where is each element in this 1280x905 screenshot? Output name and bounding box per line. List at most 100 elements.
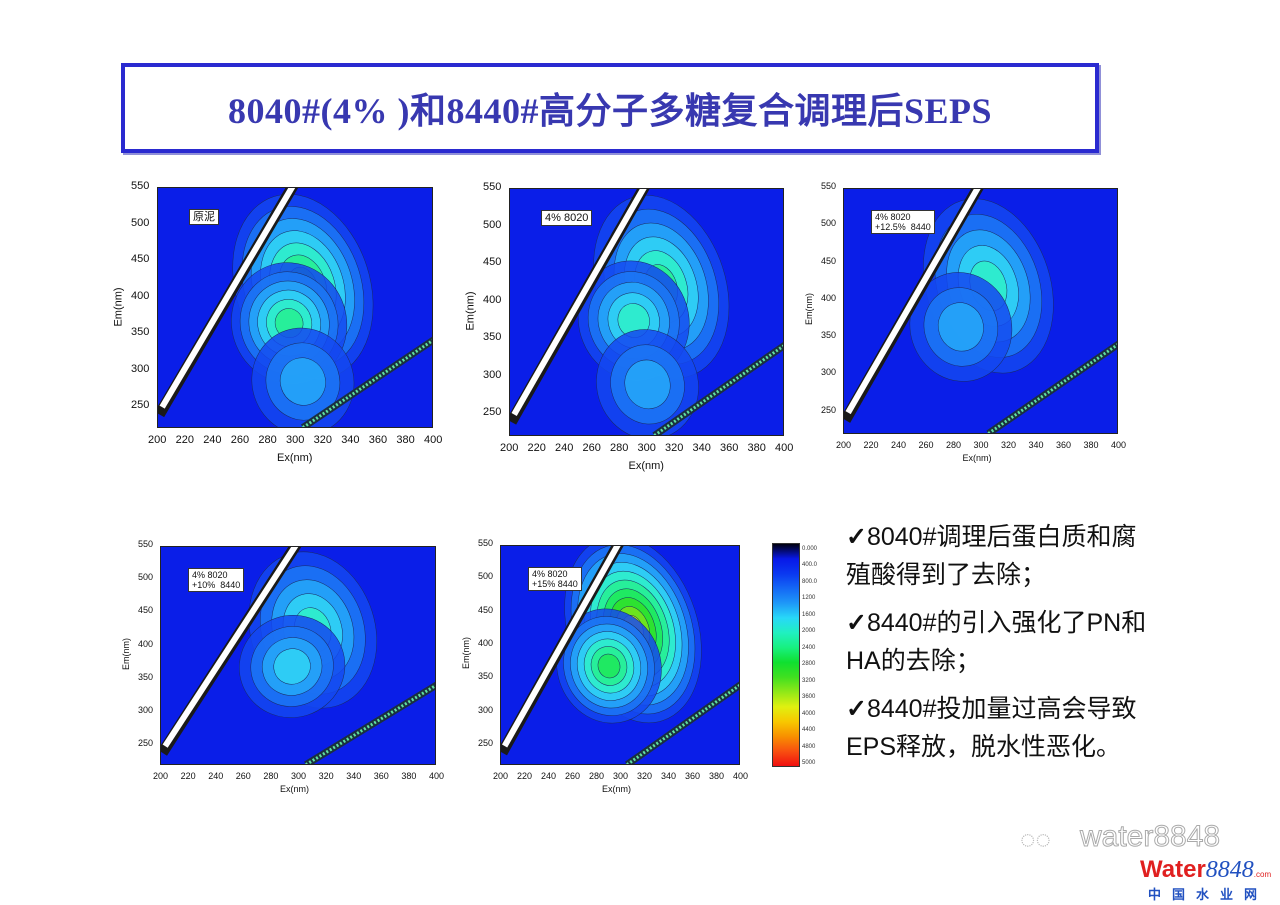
plot-area (509, 188, 784, 436)
plot-area (160, 546, 436, 765)
y-tick-label: 250 (131, 399, 150, 412)
x-tick-label: 380 (401, 771, 417, 781)
conclusion-list: ✓8040#调理后蛋白质和腐殖酸得到了去除； ✓8440#的引入强化了PN和HA… (846, 518, 1156, 776)
bullet-text: 8440#投加量过高会导致EPS释放，脱水性恶化。 (846, 695, 1137, 761)
x-tick-label: 200 (493, 771, 509, 781)
colorbar-tick-label: 2400 (802, 644, 816, 651)
x-tick-label: 320 (637, 771, 653, 781)
y-tick-label: 400 (821, 292, 837, 303)
y-axis-label: Em(nm) (804, 293, 814, 325)
colorbar-tick-label: 4000 (802, 710, 816, 717)
x-axis-label: Ex(nm) (628, 460, 664, 472)
y-tick-label: 550 (478, 538, 494, 548)
x-tick-label: 340 (692, 442, 711, 454)
bullet-item: ✓8440#投加量过高会导致EPS释放，脱水性恶化。 (846, 690, 1156, 766)
y-tick-label: 350 (483, 331, 502, 344)
y-tick-label: 350 (821, 330, 837, 341)
y-tick-label: 350 (131, 326, 150, 339)
x-tick-label: 200 (153, 771, 169, 781)
x-tick-label: 280 (589, 771, 605, 781)
x-tick-label: 280 (258, 434, 277, 446)
x-tick-label: 400 (733, 771, 749, 781)
bullet-item: ✓8440#的引入强化了PN和HA的去除； (846, 604, 1156, 680)
y-tick-label: 250 (138, 738, 154, 749)
second-order-scatter-band (653, 344, 783, 435)
x-tick-label: 260 (230, 434, 250, 446)
x-tick-label: 200 (500, 442, 519, 454)
x-tick-label: 400 (424, 434, 443, 446)
bullet-text: 8440#的引入强化了PN和HA的去除； (846, 609, 1147, 675)
logo-subtitle: 中国水业网 (1148, 887, 1269, 902)
y-tick-label: 550 (483, 181, 502, 193)
x-tick-label: 360 (373, 771, 389, 781)
x-tick-label: 300 (613, 771, 629, 781)
colorbar-tick-label: 0.000 (802, 546, 818, 552)
x-tick-label: 400 (1111, 440, 1127, 450)
x-tick-label: 260 (918, 440, 934, 450)
x-tick-label: 320 (313, 434, 332, 446)
y-tick-label: 550 (131, 180, 150, 192)
x-tick-label: 360 (685, 771, 701, 781)
x-tick-label: 240 (541, 771, 557, 781)
y-axis-label: Em(nm) (121, 637, 131, 670)
wechat-icon: ◌◌ (1020, 824, 1051, 854)
y-tick-label: 400 (478, 638, 494, 648)
x-tick-label: 320 (665, 442, 684, 454)
watermark: water8848 (1079, 820, 1221, 853)
x-tick-label: 200 (836, 440, 852, 450)
second-order-scatter-edge (624, 681, 739, 764)
x-tick-label: 340 (661, 771, 677, 781)
x-axis-label: Ex(nm) (962, 453, 992, 463)
x-tick-label: 380 (709, 771, 725, 781)
y-tick-label: 300 (483, 368, 502, 381)
y-tick-label: 500 (138, 572, 154, 583)
x-tick-label: 360 (720, 442, 739, 454)
colorbar-tick-label: 2000 (802, 628, 816, 635)
y-tick-label: 300 (131, 362, 150, 375)
x-tick-label: 360 (368, 434, 388, 446)
x-tick-label: 400 (775, 442, 794, 454)
colorbar (772, 543, 800, 767)
x-tick-label: 320 (1001, 440, 1017, 450)
x-tick-label: 280 (610, 442, 629, 454)
plot-area (843, 188, 1118, 434)
x-tick-label: 340 (341, 434, 360, 446)
y-tick-label: 250 (483, 406, 502, 419)
y-tick-label: 300 (821, 367, 837, 378)
plot-area (157, 187, 433, 428)
x-tick-label: 240 (891, 440, 907, 450)
y-tick-label: 400 (131, 289, 150, 302)
x-tick-label: 400 (429, 771, 445, 781)
colorbar-tick-label: 5000 (802, 760, 816, 766)
x-tick-label: 380 (747, 442, 766, 454)
bullet-text: 8040#调理后蛋白质和腐殖酸得到了去除； (846, 523, 1137, 589)
first-order-scatter-band (511, 189, 647, 416)
x-tick-label: 280 (263, 771, 279, 781)
y-axis-label: Em(nm) (461, 637, 471, 669)
first-order-scatter-band (159, 188, 296, 409)
contour-level (597, 653, 621, 679)
x-tick-label: 280 (946, 440, 962, 450)
sample-label: 4% 8020 +15% 8440 (528, 567, 582, 591)
x-tick-label: 380 (1083, 440, 1099, 450)
y-tick-label: 500 (483, 218, 502, 231)
check-icon: ✓ (846, 609, 867, 637)
y-tick-label: 550 (821, 181, 837, 191)
x-tick-label: 300 (973, 440, 989, 450)
x-tick-label: 220 (175, 434, 194, 446)
contour-level (273, 648, 311, 685)
colorbar-tick-label: 4800 (802, 743, 816, 750)
y-tick-label: 350 (138, 671, 154, 682)
check-icon: ✓ (846, 523, 867, 551)
y-tick-label: 450 (138, 605, 154, 616)
contour-level (937, 302, 984, 352)
x-tick-label: 300 (291, 771, 307, 781)
y-tick-label: 300 (138, 704, 154, 715)
y-tick-label: 500 (478, 571, 494, 582)
first-order-scatter-band (162, 547, 299, 748)
sample-label: 4% 8020 +10% 8440 (188, 568, 245, 592)
colorbar-tick-label: 800.0 (802, 578, 818, 585)
x-tick-label: 260 (565, 771, 581, 781)
sample-label: 4% 8020 (541, 210, 593, 226)
second-order-scatter-edge (304, 681, 435, 764)
